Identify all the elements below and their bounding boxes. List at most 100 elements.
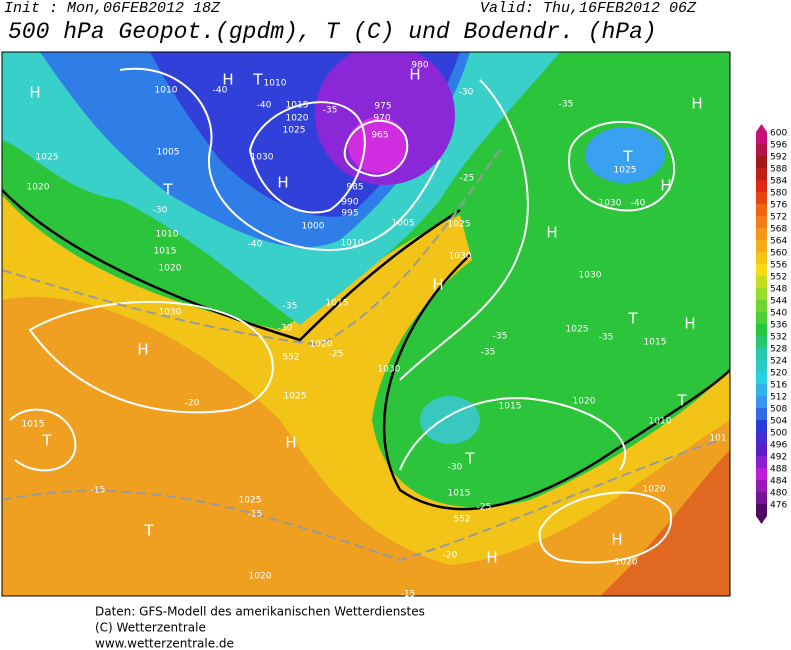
valid-time: Valid: Thu,16FEB2012 06Z [480, 0, 697, 17]
contour-label: 1025 [284, 392, 307, 402]
contour-label: 1030 [159, 308, 182, 318]
contour-label: -35 [481, 348, 496, 358]
legend-swatch [756, 192, 767, 204]
legend-label: 596 [770, 141, 787, 151]
pressure-center: T [464, 450, 475, 468]
legend-label: 484 [770, 477, 787, 487]
footer: Daten: GFS-Modell des amerikanischen Wet… [95, 605, 425, 650]
contour-label: 552 [453, 515, 470, 525]
legend-swatch [756, 156, 767, 168]
pressure-center: T [627, 310, 638, 328]
isobar [28, 300, 274, 414]
contour-label: -30 [153, 206, 168, 216]
contour-label: 1015 [448, 489, 471, 499]
legend-swatch [756, 216, 767, 228]
legend-swatch [756, 348, 767, 360]
pressure-center: T [143, 522, 154, 540]
contour-label: 980 [411, 61, 428, 71]
legend-cap [756, 516, 767, 524]
contour-label: 101 [709, 434, 726, 444]
legend-swatch [756, 468, 767, 480]
pressure-center: H [486, 549, 497, 567]
legend-label: 504 [770, 417, 787, 427]
legend-label: 540 [770, 309, 787, 319]
legend-swatch [756, 396, 767, 408]
contour-label: 1030 [251, 153, 274, 163]
legend-swatch [756, 288, 767, 300]
isobar [343, 119, 409, 177]
contour-label: -25 [460, 174, 475, 184]
contour-label: 1010 [649, 417, 672, 427]
legend-swatch [756, 276, 767, 288]
contour-label: -40 [257, 101, 272, 111]
legend-swatch [756, 408, 767, 420]
isotherm [2, 439, 721, 562]
contour-label: 1015 [286, 101, 309, 111]
legend-cap [756, 124, 767, 132]
contour-label: 1030 [378, 365, 401, 375]
legend-swatch [756, 180, 767, 192]
map-frame [1, 51, 731, 597]
contour-label: -25 [329, 350, 344, 360]
isobar [399, 397, 627, 471]
contour-label: 1000 [302, 222, 325, 232]
legend-label: 564 [770, 237, 787, 247]
contour-label: -15 [91, 486, 106, 496]
contour-label: 1025 [566, 325, 589, 335]
contour-label: -20 [185, 399, 200, 409]
legend-label: 516 [770, 381, 787, 391]
contour-label: -20 [443, 551, 458, 561]
contour-label: -35 [559, 100, 574, 110]
legend-label: 500 [770, 429, 787, 439]
pressure-center: H [660, 177, 671, 195]
legend-swatch [756, 456, 767, 468]
contour-label: 965 [371, 131, 388, 141]
contour-label: 1020 [643, 485, 666, 495]
legend-swatch [756, 240, 767, 252]
contour-label: 970 [373, 114, 390, 124]
contour-label: -35 [493, 332, 508, 342]
contour-label: 1010 [156, 230, 179, 240]
legend-swatch [756, 336, 767, 348]
contour-label: 1020 [159, 264, 182, 274]
contour-label: -25 [477, 503, 492, 513]
cold-spot [585, 127, 665, 183]
legend-label: 544 [770, 297, 787, 307]
contour-label: 1005 [157, 148, 180, 158]
legend-swatch [756, 312, 767, 324]
legend-swatch [756, 480, 767, 492]
isobar [119, 67, 441, 252]
contour-label: 1025 [614, 166, 637, 176]
contour-label: -30 [278, 324, 293, 334]
contour-label: 985 [346, 183, 363, 193]
contour-label: 1025 [36, 153, 59, 163]
contour-label: -35 [323, 106, 338, 116]
contour-552 [382, 254, 730, 511]
legend-label: 532 [770, 333, 787, 343]
footer-line: Daten: GFS-Modell des amerikanischen Wet… [95, 605, 425, 619]
contour-label: 1020 [615, 558, 638, 568]
contour-552 [2, 189, 461, 342]
legend-label: 548 [770, 285, 787, 295]
legend-swatch [756, 204, 767, 216]
contour-label: -15 [248, 510, 263, 520]
pressure-center: H [684, 315, 695, 333]
isobar [9, 408, 77, 472]
legend-label: 584 [770, 177, 787, 187]
color-legend: 600 596 592 588 584 580 576 572 568 564 560 556 552 5… [756, 124, 787, 524]
pressure-center: H [409, 66, 420, 84]
init-time: Init : Mon,06FEB2012 18Z [4, 0, 221, 17]
pressure-center: T [622, 148, 633, 166]
contour-label: 1020 [286, 114, 309, 124]
legend-swatch [756, 228, 767, 240]
contour-label: 1005 [392, 219, 415, 229]
legend-label: 576 [770, 201, 787, 211]
footer-line: www.wetterzentrale.de [95, 637, 234, 650]
pressure-center: T [41, 432, 52, 450]
contour-label: 1020 [310, 340, 333, 350]
cold-spot [420, 396, 480, 444]
contour-label: 1015 [326, 299, 349, 309]
isotherm [2, 149, 501, 347]
contour-label: -40 [248, 240, 263, 250]
legend-swatch [756, 432, 767, 444]
